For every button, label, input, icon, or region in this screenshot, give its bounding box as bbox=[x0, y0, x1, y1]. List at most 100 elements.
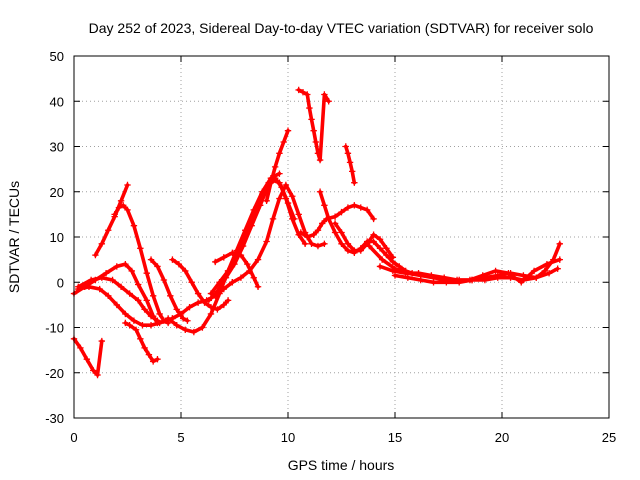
data-point bbox=[479, 272, 486, 279]
data-point bbox=[96, 285, 103, 293]
data-point bbox=[102, 270, 110, 277]
data-point bbox=[415, 270, 422, 277]
data-point bbox=[556, 256, 563, 263]
data-point bbox=[90, 367, 97, 374]
data-point bbox=[117, 197, 125, 204]
data-point bbox=[344, 150, 352, 157]
y-tick-label: 20 bbox=[50, 185, 64, 200]
data-point bbox=[205, 297, 213, 304]
series-track-24 bbox=[376, 256, 563, 286]
series-line bbox=[72, 336, 104, 377]
data-point bbox=[85, 283, 93, 290]
data-point bbox=[242, 233, 249, 241]
data-point bbox=[308, 116, 315, 123]
data-point bbox=[276, 195, 283, 202]
data-point bbox=[267, 179, 275, 186]
data-point bbox=[530, 267, 538, 275]
data-point bbox=[207, 310, 215, 318]
data-point bbox=[481, 276, 489, 284]
data-point bbox=[147, 312, 155, 320]
data-point bbox=[389, 254, 397, 261]
data-point bbox=[342, 143, 349, 150]
x-axis-label: GPS time / hours bbox=[288, 457, 395, 473]
data-point bbox=[299, 89, 307, 96]
data-point bbox=[282, 181, 290, 189]
data-point bbox=[314, 150, 322, 157]
data-point bbox=[295, 211, 302, 218]
data-point bbox=[207, 290, 215, 297]
data-point bbox=[216, 279, 223, 286]
data-point bbox=[188, 279, 195, 286]
data-point bbox=[111, 211, 118, 218]
data-point bbox=[145, 351, 153, 358]
data-point bbox=[306, 104, 313, 112]
data-point bbox=[122, 310, 129, 318]
chart-title: Day 252 of 2023, Sidereal Day-to-day VTE… bbox=[89, 20, 594, 36]
data-point bbox=[417, 276, 424, 284]
data-point bbox=[259, 190, 266, 198]
data-point bbox=[494, 274, 501, 281]
data-point bbox=[98, 240, 106, 247]
data-point bbox=[94, 371, 101, 379]
data-point bbox=[321, 91, 328, 98]
data-point bbox=[357, 247, 364, 254]
data-point bbox=[344, 247, 352, 254]
data-point bbox=[244, 260, 251, 268]
data-point bbox=[124, 181, 131, 189]
x-tick-labels: 0 5 10 15 20 25 bbox=[70, 430, 616, 445]
data-point bbox=[325, 98, 332, 105]
data-point bbox=[325, 215, 332, 223]
data-point bbox=[344, 204, 352, 211]
data-point bbox=[143, 297, 150, 304]
data-point bbox=[214, 288, 221, 295]
series-track-5 bbox=[92, 181, 131, 259]
data-point bbox=[105, 292, 112, 300]
data-point bbox=[370, 238, 377, 245]
data-point bbox=[220, 254, 227, 261]
data-point bbox=[220, 301, 227, 309]
data-point bbox=[554, 265, 561, 272]
data-point bbox=[376, 236, 384, 243]
data-point bbox=[351, 179, 358, 186]
data-point bbox=[149, 292, 157, 300]
data-point bbox=[505, 270, 512, 277]
x-tick-label: 25 bbox=[602, 430, 616, 445]
plot-frame bbox=[73, 55, 610, 419]
data-point bbox=[338, 229, 345, 236]
data-point bbox=[164, 315, 172, 322]
data-point bbox=[518, 279, 525, 286]
data-point bbox=[543, 260, 551, 268]
data-point bbox=[130, 317, 138, 324]
series-line bbox=[170, 257, 230, 312]
data-point bbox=[404, 274, 412, 281]
series-line bbox=[123, 321, 160, 364]
series-track-19 bbox=[316, 188, 416, 277]
grid-lines bbox=[74, 56, 609, 418]
data-point bbox=[316, 188, 324, 195]
data-point bbox=[182, 326, 189, 333]
data-point bbox=[160, 317, 168, 324]
data-point bbox=[254, 283, 262, 290]
data-point bbox=[370, 215, 377, 223]
data-point bbox=[319, 220, 326, 227]
x-tick-label: 5 bbox=[177, 430, 184, 445]
data-point bbox=[201, 299, 208, 306]
y-tick-label: 30 bbox=[50, 140, 64, 155]
data-point bbox=[135, 281, 142, 288]
data-point bbox=[295, 86, 302, 94]
x-tick-label: 15 bbox=[388, 430, 402, 445]
data-point bbox=[428, 272, 435, 279]
y-tick-label: -10 bbox=[45, 321, 64, 336]
data-point bbox=[370, 231, 377, 238]
data-point bbox=[556, 240, 563, 247]
series-track-4 bbox=[75, 274, 161, 324]
data-point bbox=[122, 319, 129, 327]
data-point bbox=[545, 270, 553, 277]
series-track-1 bbox=[70, 335, 106, 379]
data-point bbox=[331, 213, 339, 220]
data-point bbox=[173, 322, 180, 329]
data-point bbox=[77, 344, 84, 352]
series-track-17 bbox=[297, 202, 377, 241]
data-point bbox=[291, 215, 298, 223]
